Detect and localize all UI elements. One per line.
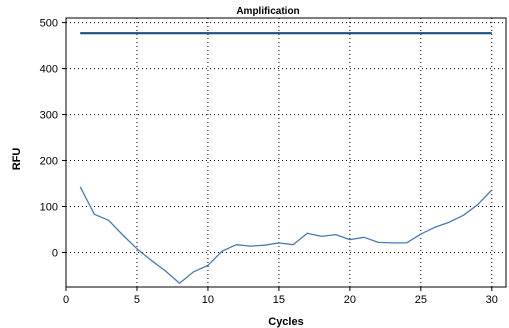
grid-lines (66, 18, 506, 287)
x-tick-label: 25 (415, 294, 427, 306)
x-tick-label: 20 (344, 294, 356, 306)
plot-area (65, 17, 507, 288)
y-tick-label: 100 (40, 202, 58, 214)
amplification-curve (79, 186, 493, 284)
y-tick-label: 200 (40, 156, 58, 168)
y-tick-label: 500 (40, 18, 58, 30)
series-layer (79, 32, 493, 284)
x-axis-title: Cycles (268, 316, 303, 328)
chart-title: Amplification (236, 6, 299, 17)
y-tick-label: 300 (40, 110, 58, 122)
x-tick-label: 30 (486, 294, 498, 306)
y-tick-label: 400 (40, 64, 58, 76)
x-tick-label: 0 (63, 294, 69, 306)
y-axis-title: RFU (11, 148, 23, 171)
x-tick-label: 10 (202, 294, 214, 306)
x-tick-label: 5 (134, 294, 140, 306)
x-tick-label: 15 (273, 294, 285, 306)
y-tick-label: 0 (52, 248, 58, 260)
